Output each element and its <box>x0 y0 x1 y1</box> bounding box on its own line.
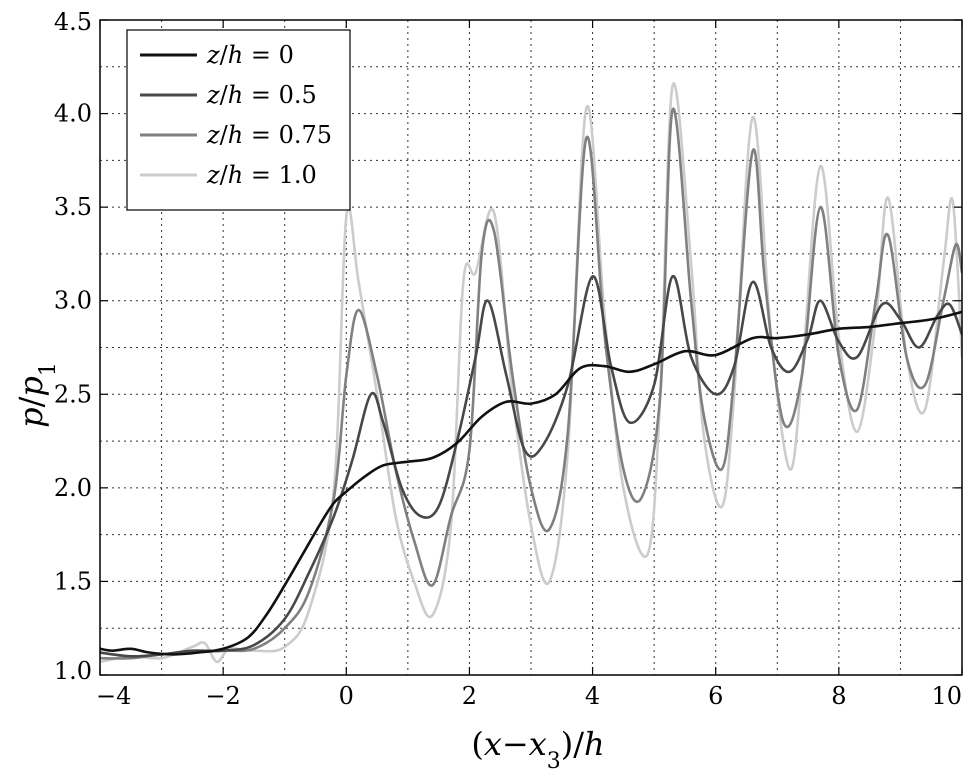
x-tick-label: −4 <box>96 682 131 710</box>
y-tick-label: 3.5 <box>54 193 92 221</box>
series-line-3 <box>100 81 962 664</box>
x-tick-label: 8 <box>831 682 846 710</box>
series-lines <box>100 81 962 664</box>
y-tick-label: 2.5 <box>54 380 92 408</box>
x-tick-labels: −4 −2 0 2 4 6 8 10 <box>96 682 962 710</box>
legend: z/h = 0 z/h = 0.5 z/h = 0.75 z/h = 1.0 <box>126 29 351 211</box>
axis-ticks <box>99 19 963 676</box>
x-tick-label: 4 <box>585 682 600 710</box>
series-line-0 <box>100 310 962 656</box>
x-tick-label: 6 <box>708 682 723 710</box>
x-tick-label: 10 <box>931 682 962 710</box>
series-line-1 <box>100 275 962 658</box>
y-tick-label: 2.0 <box>54 474 92 502</box>
legend-label: z/h = 0 <box>206 41 294 69</box>
x-tick-label: 0 <box>339 682 354 710</box>
legend-label: z/h = 1.0 <box>206 161 317 189</box>
y-tick-label: 4.0 <box>54 100 92 128</box>
y-tick-label: 1.5 <box>54 567 92 595</box>
y-tick-labels: 1.0 1.5 2.0 2.5 3.0 3.5 4.0 4.5 <box>54 8 92 685</box>
y-tick-label: 3.0 <box>54 287 92 315</box>
x-axis-title: (x−x3)/h <box>471 725 604 774</box>
legend-label: z/h = 0.5 <box>206 81 317 109</box>
x-tick-label: −2 <box>205 682 240 710</box>
y-tick-label: 4.5 <box>54 8 92 36</box>
legend-box <box>126 29 351 211</box>
x-tick-label: 2 <box>462 682 477 710</box>
legend-label: z/h = 0.75 <box>206 121 332 149</box>
y-tick-label: 1.0 <box>54 657 92 685</box>
plot-frame <box>99 19 963 676</box>
